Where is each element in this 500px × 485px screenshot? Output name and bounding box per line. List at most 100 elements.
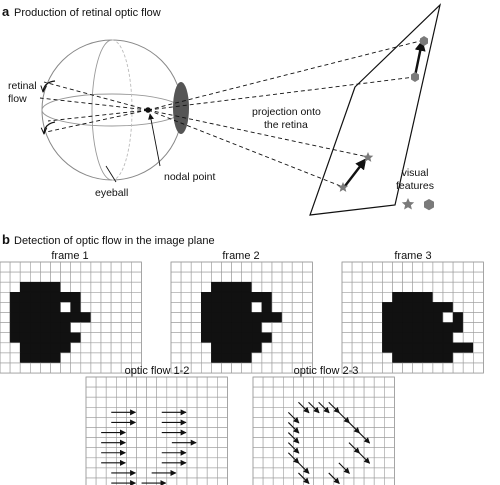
retinal-flow-label: retinal (8, 80, 37, 92)
filled-pixel (50, 302, 61, 313)
filled-pixel (251, 291, 263, 303)
hexagon-feature-icon (420, 36, 428, 46)
filled-pixel (402, 302, 414, 313)
projection-label: projection onto (252, 106, 321, 118)
empty-pixel (156, 396, 168, 408)
empty-pixel (0, 302, 11, 313)
empty-pixel (110, 332, 122, 344)
empty-pixel (196, 427, 208, 438)
empty-pixel (136, 427, 147, 438)
optic-flow-1-2-grid (85, 376, 228, 485)
empty-pixel (201, 261, 212, 273)
empty-pixel (95, 417, 107, 428)
filled-pixel (50, 352, 61, 364)
empty-pixel (361, 281, 373, 293)
empty-pixel (351, 342, 363, 354)
empty-pixel (156, 376, 168, 388)
empty-pixel (462, 312, 474, 323)
empty-pixel (186, 376, 198, 388)
empty-pixel (313, 427, 325, 438)
empty-pixel (262, 427, 274, 438)
empty-pixel (211, 271, 222, 283)
empty-pixel (60, 271, 71, 283)
empty-pixel (462, 291, 474, 303)
frame-3-title: frame 3 (394, 250, 431, 262)
empty-pixel (211, 261, 222, 273)
frame-2-title: frame 2 (222, 250, 259, 262)
empty-pixel (85, 376, 97, 388)
empty-pixel (353, 417, 365, 428)
empty-pixel (462, 281, 474, 293)
empty-pixel (176, 477, 188, 485)
empty-pixel (341, 271, 353, 283)
empty-pixel (241, 271, 253, 283)
empty-pixel (373, 376, 385, 388)
empty-pixel (90, 261, 102, 273)
grid-border (85, 376, 228, 485)
empty-pixel (190, 352, 202, 364)
flow-arrow-diagonal (287, 452, 300, 464)
empty-pixel (313, 376, 325, 388)
empty-pixel (120, 342, 132, 354)
empty-pixel (241, 362, 253, 374)
optic-flow-1-2-title: optic flow 1-2 (125, 365, 190, 377)
empty-pixel (333, 437, 345, 449)
empty-pixel (136, 437, 147, 449)
frame-3-grid (341, 261, 484, 374)
empty-pixel (371, 362, 383, 374)
filled-pixel (452, 322, 464, 334)
empty-pixel (262, 447, 274, 459)
empty-pixel (281, 342, 293, 354)
filled-pixel (382, 342, 393, 354)
empty-pixel (371, 352, 383, 364)
filled-pixel (422, 302, 434, 313)
empty-pixel (110, 342, 122, 354)
empty-pixel (217, 447, 228, 459)
empty-pixel (323, 437, 335, 449)
empty-pixel (353, 467, 365, 479)
filled-pixel (231, 352, 243, 364)
filled-pixel (412, 342, 424, 354)
filled-pixel (40, 312, 51, 323)
empty-pixel (333, 376, 345, 388)
empty-pixel (206, 417, 218, 428)
flow-arrow-diagonal (328, 401, 340, 414)
filled-pixel (402, 342, 414, 354)
projection-lines (39, 39, 425, 188)
empty-pixel (291, 271, 303, 283)
empty-pixel (262, 406, 274, 418)
filled-pixel (211, 312, 222, 323)
empty-pixel (100, 261, 112, 273)
filled-pixel (402, 291, 414, 303)
empty-pixel (170, 342, 182, 354)
nodal-point-pointer (148, 113, 161, 167)
filled-pixel (392, 312, 403, 323)
empty-pixel (452, 281, 464, 293)
empty-pixel (373, 457, 385, 469)
empty-pixel (281, 352, 293, 364)
empty-pixel (80, 291, 92, 303)
empty-pixel (146, 477, 158, 485)
empty-pixel (442, 291, 454, 303)
empty-pixel (110, 322, 122, 334)
empty-pixel (402, 281, 414, 293)
empty-pixel (301, 342, 313, 354)
filled-pixel (211, 291, 222, 303)
empty-pixel (217, 427, 228, 438)
filled-pixel (412, 302, 424, 313)
empty-pixel (382, 291, 393, 303)
empty-pixel (383, 376, 395, 388)
empty-pixel (452, 332, 464, 344)
empty-pixel (462, 271, 474, 283)
flow-arrow-diagonal (298, 462, 310, 474)
filled-pixel (412, 352, 424, 364)
flow-arrow-diagonal (287, 411, 300, 424)
empty-pixel (261, 281, 273, 293)
empty-pixel (341, 312, 353, 323)
empty-pixel (100, 332, 112, 344)
filled-pixel (19, 322, 31, 334)
empty-pixel (272, 386, 284, 398)
filled-pixel (412, 322, 424, 334)
filled-pixel (211, 302, 222, 313)
empty-pixel (341, 352, 353, 364)
